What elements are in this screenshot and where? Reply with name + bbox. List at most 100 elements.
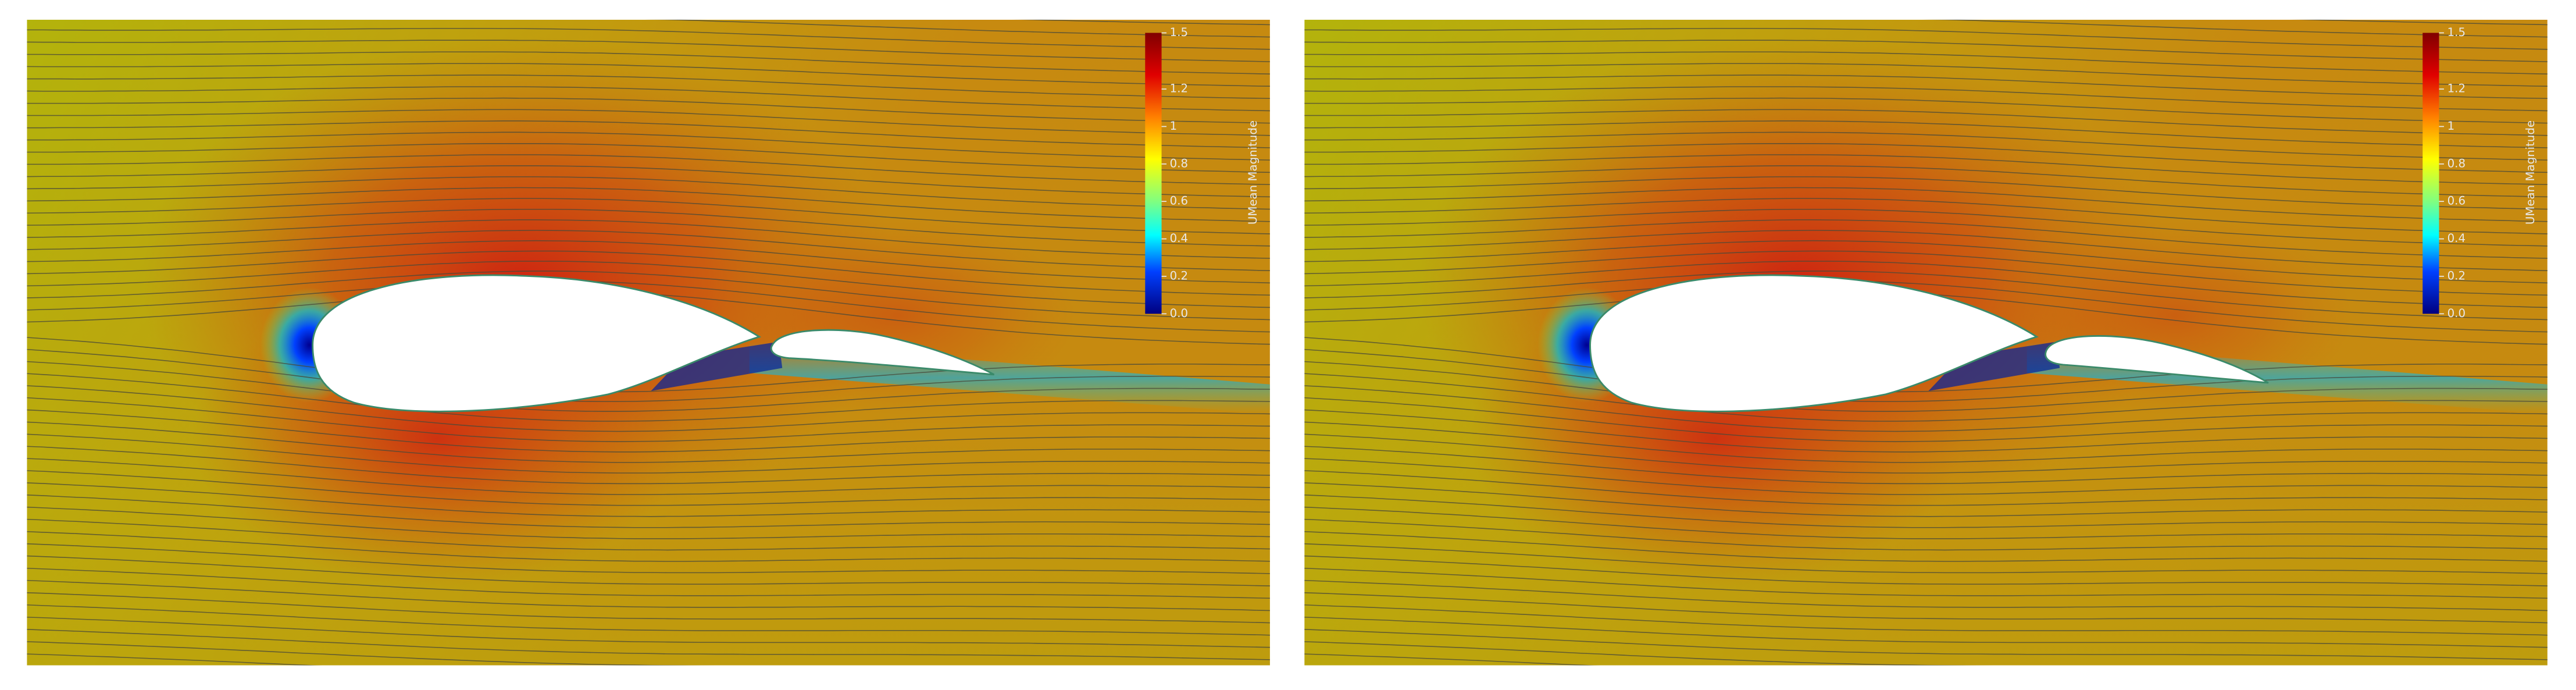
streamline xyxy=(27,446,1270,485)
streamline xyxy=(27,641,697,666)
colorbar-tick-label: 1.2 xyxy=(1170,82,1188,95)
streamline xyxy=(27,482,1270,517)
streamline xyxy=(1304,666,2552,690)
streamline xyxy=(1304,421,2548,463)
streamline xyxy=(1304,109,2548,136)
streamline xyxy=(27,409,1270,453)
flow-field xyxy=(27,0,1275,666)
streamline xyxy=(1304,567,2548,599)
streamline xyxy=(27,518,1270,551)
gap-flow xyxy=(651,342,783,392)
flow-field xyxy=(1304,0,2552,690)
colorbar-tick-label: 1.5 xyxy=(2447,26,2466,39)
streamline xyxy=(1304,604,2548,636)
colorbar-tick-label: 0.2 xyxy=(1170,269,1188,282)
streamline xyxy=(1304,653,1596,666)
flap-airfoil xyxy=(770,329,995,376)
streamline xyxy=(1304,543,2548,574)
colorbar-tick-label: 1 xyxy=(2447,119,2455,133)
flow-panel: 0.0 0.2 0.4 0.6 0.8 1 1.2 1.5 UMean Magnitude xyxy=(1304,0,2552,690)
gap-flow xyxy=(1928,342,2060,392)
streamline xyxy=(1304,373,2548,422)
streamline xyxy=(1304,361,2548,412)
streamline xyxy=(27,240,1270,284)
streamline xyxy=(1304,198,2548,234)
streamline xyxy=(1304,385,2548,432)
colorbar-tick-label: 1 xyxy=(1170,119,1178,133)
streamline xyxy=(1304,482,2548,517)
streamline xyxy=(27,617,1270,648)
streamline xyxy=(27,397,1270,442)
streamline xyxy=(652,19,1270,38)
streamline xyxy=(1304,261,2548,308)
streamline xyxy=(27,653,319,666)
streamline xyxy=(27,348,1270,402)
colorbar-tick-label: 1.5 xyxy=(1170,26,1188,39)
streamline xyxy=(1304,51,2548,74)
streamline xyxy=(1019,19,1270,26)
streamline xyxy=(27,0,1275,12)
streamline xyxy=(27,230,1270,271)
streamline xyxy=(27,176,1270,210)
streamline xyxy=(27,337,1270,393)
streamline xyxy=(1304,219,2548,259)
streamline xyxy=(1304,592,2548,624)
colorbar-title: UMean Magnitude xyxy=(1246,120,1260,225)
colorbar-tick-label: 0.0 xyxy=(1170,307,1188,320)
streamline xyxy=(27,361,1270,412)
streamline xyxy=(27,567,1270,599)
streamline xyxy=(1304,154,2548,186)
streamline xyxy=(27,40,1270,62)
streamline xyxy=(27,629,1270,660)
colorbar-tick-label: 0.0 xyxy=(2447,307,2466,320)
streamline xyxy=(27,154,1270,186)
streamline xyxy=(1304,458,2548,495)
main-airfoil xyxy=(1589,274,2039,412)
colorbar-tick-label: 0.6 xyxy=(1170,194,1188,208)
streamline xyxy=(27,250,1270,296)
colorbar-tick-label: 0.4 xyxy=(2447,232,2466,245)
streamline xyxy=(1304,348,2548,402)
streamline xyxy=(1304,337,2548,393)
streamline xyxy=(27,421,1270,463)
streamline xyxy=(27,579,1270,611)
streamline xyxy=(1304,579,2548,611)
streamline xyxy=(1304,176,2548,210)
streamline xyxy=(27,74,1270,99)
streamline xyxy=(1304,617,2548,648)
streamline xyxy=(1304,230,2548,271)
streamline xyxy=(1304,555,2548,586)
streamline xyxy=(1304,409,2548,453)
streamline xyxy=(27,261,1270,308)
streamline xyxy=(1304,280,2548,333)
streamline xyxy=(1304,165,2548,198)
streamline xyxy=(27,208,1270,247)
main-airfoil xyxy=(312,274,762,412)
streamline xyxy=(1304,433,2548,474)
streamline xyxy=(27,470,1270,506)
streamline xyxy=(1304,629,2548,660)
streamline xyxy=(27,280,1270,333)
streamline xyxy=(27,51,1270,74)
colorbar-tick-label: 0.8 xyxy=(2447,157,2466,170)
streamline xyxy=(27,495,1270,528)
streamline xyxy=(27,458,1270,495)
colorbar-tick-label: 0.4 xyxy=(1170,232,1188,245)
streamline xyxy=(1930,19,2548,38)
streamline xyxy=(27,604,1270,636)
colorbar xyxy=(2422,33,2439,314)
streamline xyxy=(27,555,1270,586)
streamline xyxy=(27,143,1270,173)
streamline xyxy=(1304,187,2548,222)
streamline xyxy=(1304,143,2548,173)
colorbar-tick-label: 0.6 xyxy=(2447,194,2466,208)
streamline xyxy=(2296,19,2548,26)
streamline xyxy=(1304,495,2548,528)
streamline xyxy=(1304,40,2548,62)
streamline xyxy=(1304,0,2552,12)
streamline xyxy=(27,543,1270,574)
streamline xyxy=(27,131,1270,161)
streamline xyxy=(1304,208,2548,247)
streamline xyxy=(1304,250,2548,296)
